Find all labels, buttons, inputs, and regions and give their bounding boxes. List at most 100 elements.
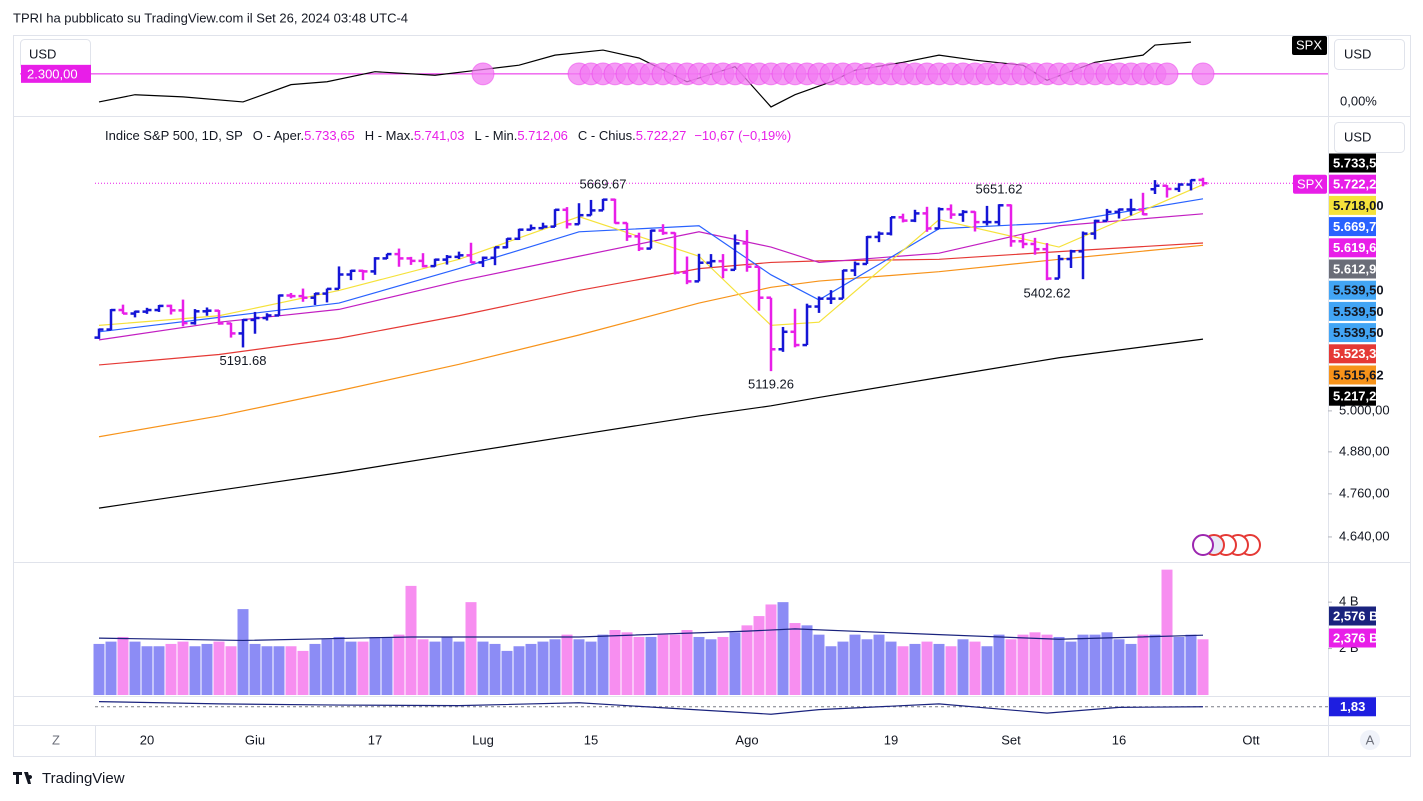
volume-bar bbox=[153, 646, 165, 695]
y-tick-label: 4.640,00 bbox=[1339, 528, 1390, 543]
volume-bar bbox=[945, 646, 957, 695]
compare-percent: 0,00% bbox=[1340, 93, 1377, 108]
volume-bar bbox=[633, 636, 645, 695]
price-label: 5.733,57 bbox=[1333, 155, 1384, 170]
y-tick-label: 4.760,00 bbox=[1339, 485, 1390, 500]
volume-bar bbox=[297, 650, 309, 695]
volume-bar bbox=[369, 636, 381, 695]
volume-bar bbox=[417, 639, 429, 695]
x-tick-label: 15 bbox=[584, 732, 598, 747]
auto-toggle[interactable] bbox=[1360, 730, 1380, 750]
x-tick-label: Ott bbox=[1242, 732, 1260, 747]
volume-bar bbox=[525, 643, 537, 695]
volume-bar bbox=[777, 602, 789, 695]
volume-bar bbox=[897, 646, 909, 695]
legend-part: L - Min. bbox=[474, 128, 517, 143]
volume-bar bbox=[177, 641, 189, 695]
volume-bar bbox=[381, 636, 393, 695]
compare-marker bbox=[471, 62, 495, 86]
volume-bar bbox=[645, 636, 657, 695]
volume-bar bbox=[441, 636, 453, 695]
legend-part: −10,67 (−0,19%) bbox=[694, 128, 791, 143]
price-label-box bbox=[1329, 259, 1376, 279]
legend-part: O - Aper. bbox=[253, 128, 304, 143]
volume-bar bbox=[729, 632, 741, 695]
volume-bar bbox=[573, 639, 585, 695]
volume-bar bbox=[1149, 634, 1161, 695]
volume-bar bbox=[1005, 639, 1017, 695]
legend-part: 5.741,03 bbox=[414, 128, 465, 143]
price-label: 5.539,50 bbox=[1333, 304, 1384, 319]
volume-bar bbox=[537, 641, 549, 695]
price-label-box bbox=[1329, 386, 1376, 406]
volume-bar bbox=[1029, 632, 1041, 695]
volume-bar bbox=[609, 630, 621, 695]
volume-bar bbox=[705, 639, 717, 695]
volume-bar bbox=[885, 641, 897, 695]
volume-bar bbox=[801, 625, 813, 695]
volume-bar bbox=[453, 641, 465, 695]
volume-bar bbox=[1125, 643, 1137, 695]
volume-tick-label: 4 B bbox=[1339, 594, 1359, 609]
price-label: 5.523,31 bbox=[1333, 346, 1384, 361]
x-tick-label: Set bbox=[1001, 732, 1021, 747]
price-label: 5.539,50 bbox=[1333, 325, 1384, 340]
volume-bar bbox=[1053, 636, 1065, 695]
volume-bar bbox=[309, 643, 321, 695]
volume-ma bbox=[98, 628, 1204, 642]
oscillator-line bbox=[98, 701, 1204, 715]
price-label-box bbox=[1329, 195, 1376, 215]
volume-bar bbox=[549, 639, 561, 695]
price-label-box bbox=[1329, 280, 1376, 300]
header: TPRI ha pubblicato su TradingView.com il… bbox=[13, 10, 408, 25]
moving-average bbox=[98, 244, 1204, 438]
x-tick-label: Lug bbox=[472, 732, 494, 747]
currency-button-label: USD bbox=[29, 46, 56, 61]
volume-bar bbox=[789, 623, 801, 695]
auto-toggle-label: A bbox=[1366, 732, 1375, 747]
volume-bar bbox=[837, 641, 849, 695]
chart-frame bbox=[13, 35, 1411, 757]
price-label: 5.539,50 bbox=[1333, 283, 1384, 298]
y-tick-label: 4.880,00 bbox=[1339, 443, 1390, 458]
x-tick-label: Ago bbox=[735, 732, 758, 747]
volume-bar bbox=[345, 641, 357, 695]
volume-bar bbox=[1137, 634, 1149, 695]
currency-button-label: USD bbox=[1344, 46, 1371, 61]
volume-bar bbox=[429, 641, 441, 695]
volume-bar bbox=[1077, 634, 1089, 695]
volume-bar bbox=[1113, 639, 1125, 695]
extreme-label: 5191.68 bbox=[220, 353, 267, 368]
currency-button[interactable] bbox=[1334, 39, 1405, 70]
volume-bar bbox=[1041, 634, 1053, 695]
legend-part: 5.733,65 bbox=[304, 128, 355, 143]
price-label-box bbox=[1329, 153, 1376, 173]
volume-bar bbox=[933, 643, 945, 695]
compare-marker bbox=[1191, 62, 1215, 86]
volume-label-box bbox=[1329, 628, 1376, 648]
volume-bar bbox=[189, 646, 201, 695]
volume-bar bbox=[741, 625, 753, 695]
x-tick-label: 20 bbox=[140, 732, 154, 747]
volume-bar bbox=[105, 641, 117, 695]
flags bbox=[1192, 534, 1261, 556]
log-toggle[interactable] bbox=[46, 730, 66, 750]
volume-bar bbox=[225, 646, 237, 695]
volume-bar bbox=[141, 646, 153, 695]
oscillator-label-box bbox=[1329, 697, 1376, 717]
moving-average bbox=[98, 198, 1204, 333]
volume-bar bbox=[765, 604, 777, 695]
volume-bar bbox=[129, 641, 141, 695]
volume-bar bbox=[201, 643, 213, 695]
price-label: 5.612,93 bbox=[1333, 261, 1384, 276]
compare-tag: SPX bbox=[1296, 37, 1322, 52]
currency-button[interactable] bbox=[1334, 122, 1405, 153]
legend-part: 5.722,27 bbox=[636, 128, 687, 143]
volume-bar bbox=[1089, 634, 1101, 695]
legend-part: Indice S&P 500, 1D, SP bbox=[105, 128, 243, 143]
ohlc-legend: Indice S&P 500, 1D, SP O - Aper.5.733,65 H… bbox=[105, 128, 791, 143]
volume-bar bbox=[465, 602, 477, 695]
volume-bar bbox=[489, 643, 501, 695]
volume-bar bbox=[1185, 634, 1197, 695]
